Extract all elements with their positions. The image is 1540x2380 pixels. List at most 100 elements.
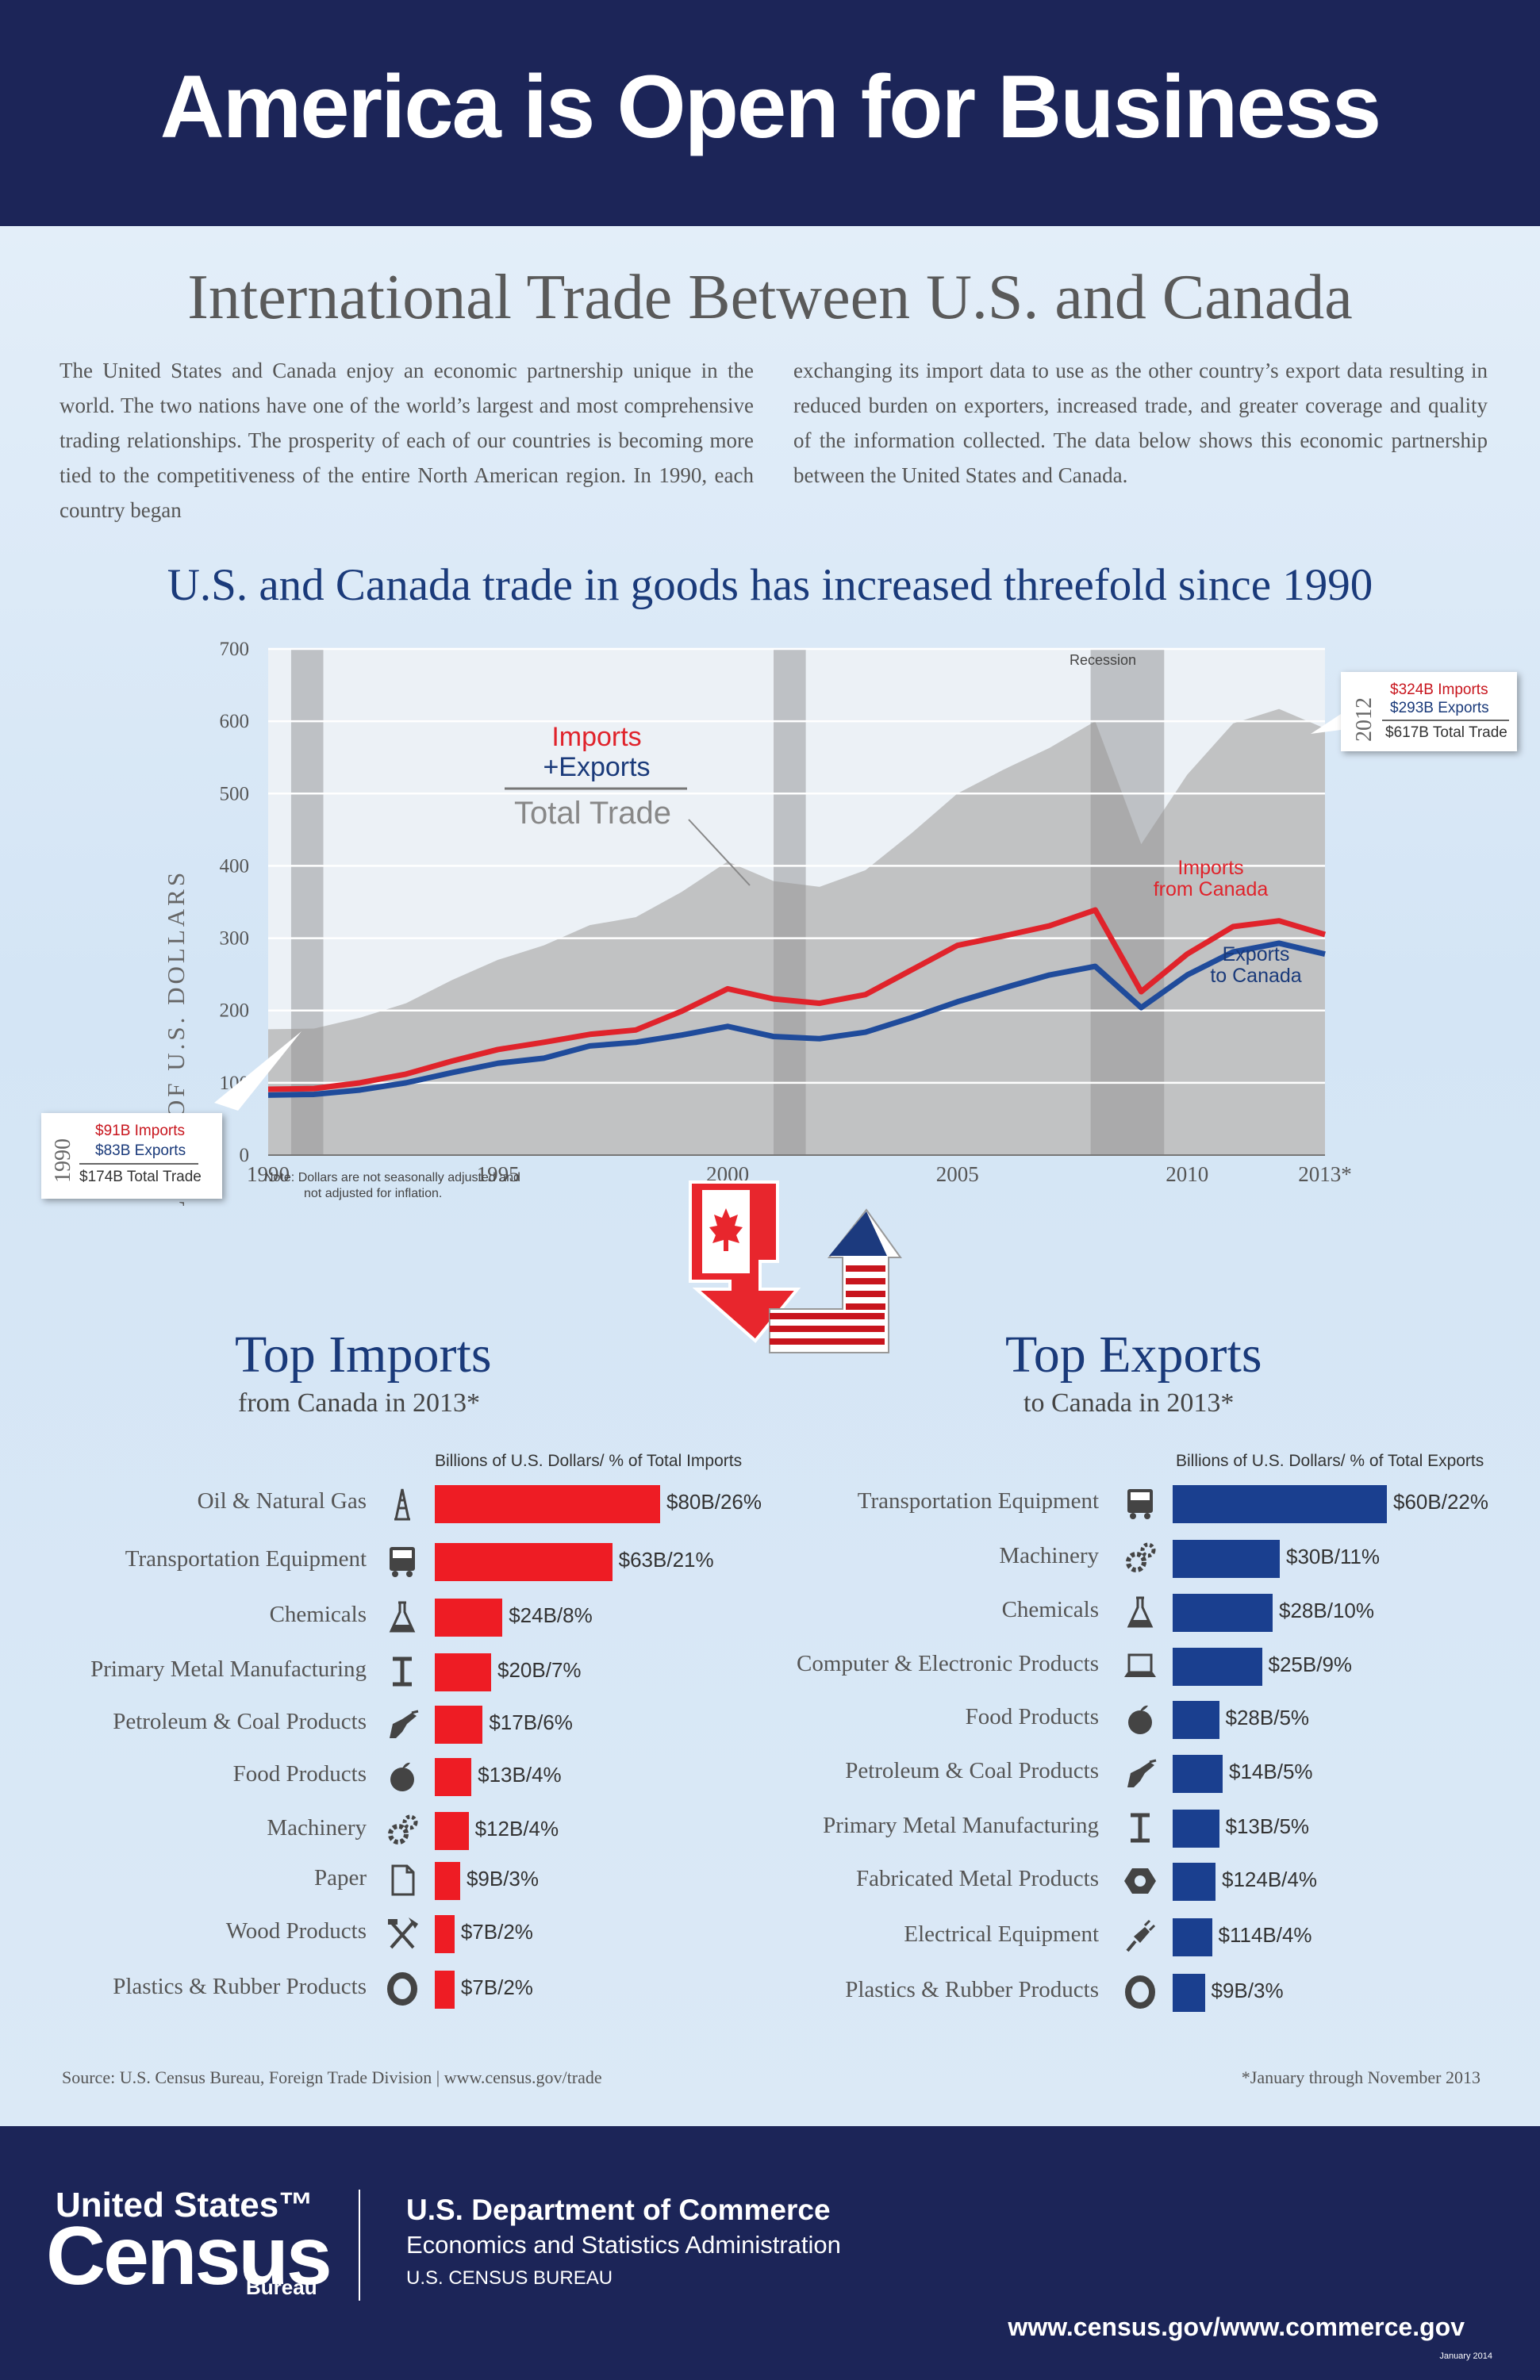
maple-leaf-icon bbox=[709, 1208, 743, 1251]
flags-exchange-graphic bbox=[689, 1180, 902, 1353]
imports-line bbox=[267, 907, 1327, 1092]
flask-icon bbox=[1120, 1592, 1160, 1633]
export-category-label: Primary Metal Manufacturing bbox=[823, 1813, 1099, 1838]
hex-nut-icon bbox=[1120, 1861, 1160, 1902]
x-tick-1990: 1990 bbox=[247, 1162, 290, 1186]
recession-label: Recession bbox=[1070, 652, 1136, 668]
apple-icon bbox=[382, 1756, 422, 1798]
callout-2012-rule bbox=[1382, 720, 1509, 721]
document-icon bbox=[382, 1860, 422, 1902]
exports-line bbox=[267, 940, 1326, 1098]
imports-line-label-2: from Canada bbox=[1154, 878, 1269, 900]
i-beam-icon bbox=[1120, 1808, 1160, 1849]
import-category-label: Oil & Natural Gas bbox=[197, 1488, 367, 1514]
truck-icon bbox=[1120, 1484, 1160, 1525]
export-category-label: Chemicals bbox=[1001, 1597, 1099, 1622]
import-category-label: Plastics & Rubber Products bbox=[113, 1974, 367, 1999]
intro-right: exchanging its import data to use as the… bbox=[793, 359, 1488, 487]
y-tick-700: 700 bbox=[220, 639, 250, 660]
publish-date: January 2014 bbox=[1439, 2351, 1492, 2361]
top-exports-subtitle: to Canada in 2013* bbox=[1023, 1388, 1235, 1418]
x-tick-2013*: 2013* bbox=[1298, 1162, 1352, 1186]
footer-urls[interactable]: www.census.gov/www.commerce.gov bbox=[1008, 2313, 1465, 2341]
trade-chart: BILLIONS OF U.S. DOLLARS 010020030040050… bbox=[162, 639, 1352, 1206]
export-category-label: Food Products bbox=[965, 1704, 1099, 1729]
x-tick-2010: 2010 bbox=[1166, 1162, 1208, 1186]
export-category-label: Plastics & Rubber Products bbox=[845, 1977, 1099, 2002]
intro-left: The United States and Canada enjoy an ec… bbox=[60, 359, 754, 522]
export-category-label: Machinery bbox=[999, 1543, 1099, 1568]
export-row: Fabricated Metal Products bbox=[0, 1861, 1099, 1902]
export-row: Food Products bbox=[0, 1699, 1099, 1741]
import-row: Primary Metal Manufacturing bbox=[0, 1652, 367, 1693]
import-row: Oil & Natural Gas bbox=[0, 1484, 367, 1525]
import-row: Plastics & Rubber Products bbox=[0, 1969, 367, 2010]
gears-icon bbox=[382, 1810, 422, 1852]
plug-icon bbox=[1120, 1917, 1160, 1958]
oil-derrick-icon bbox=[382, 1484, 422, 1525]
x-tick-2005: 2005 bbox=[936, 1162, 979, 1186]
export-category-label: Transportation Equipment bbox=[857, 1488, 1099, 1514]
legend-imports: Imports bbox=[551, 722, 641, 752]
census-logo-line3: Bureau bbox=[246, 2275, 317, 2299]
chart-title: U.S. and Canada trade in goods has incre… bbox=[167, 560, 1373, 610]
legend-pointer bbox=[688, 819, 751, 886]
ring-icon bbox=[1120, 1972, 1160, 2013]
laptop-icon bbox=[1120, 1646, 1160, 1687]
import-row: Food Products bbox=[0, 1756, 367, 1798]
truck-icon bbox=[382, 1541, 422, 1583]
chart-note-line-1: Note: Dollars are not seasonally adjuste… bbox=[264, 1171, 520, 1184]
import-row: Wood Products bbox=[0, 1914, 367, 1955]
export-row: Transportation Equipment bbox=[0, 1484, 1099, 1525]
import-row: Petroleum & Coal Products bbox=[0, 1704, 367, 1745]
recession-shade-1 bbox=[774, 649, 806, 1155]
callout-2012: 2012 $324B Imports $293B Exports $617B T… bbox=[1341, 672, 1517, 751]
import-category-label: Paper bbox=[313, 1865, 367, 1891]
import-category-label: Transportation Equipment bbox=[125, 1546, 367, 1572]
y-tick-0: 0 bbox=[240, 1145, 250, 1166]
export-row: Primary Metal Manufacturing bbox=[0, 1808, 1099, 1849]
i-beam-icon bbox=[382, 1652, 422, 1693]
callout-1990-year: 1990 bbox=[51, 1138, 75, 1183]
callout-1990: 1990 $91B Imports $83B Exports $174B Tot… bbox=[41, 1113, 222, 1199]
footer-divider bbox=[359, 2190, 360, 2301]
map-background bbox=[0, 226, 1540, 2126]
top-imports-title: Top Imports bbox=[235, 1326, 492, 1384]
axe-hammer-icon bbox=[382, 1914, 422, 1955]
fuel-nozzle-icon bbox=[382, 1704, 422, 1745]
census-logo-line2: Census bbox=[46, 2210, 332, 2302]
ring-icon bbox=[382, 1969, 422, 2010]
recession-shade-0 bbox=[290, 649, 324, 1155]
export-category-label: Electrical Equipment bbox=[904, 1921, 1099, 1947]
flask-icon bbox=[382, 1597, 422, 1638]
fuel-nozzle-icon bbox=[1120, 1753, 1160, 1795]
page-title: America is Open for Business bbox=[159, 57, 1381, 156]
gears-icon bbox=[1120, 1538, 1160, 1580]
y-tick-200: 200 bbox=[220, 1000, 250, 1022]
export-category-label: Computer & Electronic Products bbox=[797, 1651, 1099, 1676]
imports-line-label-1: Imports bbox=[1177, 857, 1243, 879]
legend-exports: +Exports bbox=[543, 752, 650, 782]
export-category-label: Fabricated Metal Products bbox=[855, 1866, 1099, 1891]
y-tick-300: 300 bbox=[220, 928, 250, 950]
admin-name: Economics and Statistics Administration bbox=[406, 2231, 841, 2259]
callout-2012-pointer bbox=[1311, 714, 1341, 734]
census-logo-line1: United States™ bbox=[56, 2186, 314, 2225]
export-row: Electrical Equipment bbox=[0, 1917, 1099, 1958]
footer-banner: United States™ Census Bureau U.S. Depart… bbox=[0, 2126, 1540, 2380]
import-row: Machinery bbox=[0, 1810, 367, 1852]
export-row: Computer & Electronic Products bbox=[0, 1646, 1099, 1687]
export-row: Petroleum & Coal Products bbox=[0, 1753, 1099, 1795]
top-exports-title: Top Exports bbox=[1005, 1326, 1262, 1384]
source-note: Source: U.S. Census Bureau, Foreign Trad… bbox=[62, 2067, 602, 2087]
callout-2012-exports: $293B Exports bbox=[1390, 700, 1489, 716]
apple-icon bbox=[1120, 1699, 1160, 1741]
exports-line-label-2: to Canada bbox=[1210, 965, 1301, 987]
top-imports-subtitle: from Canada in 2013* bbox=[238, 1388, 480, 1418]
callout-1990-rule bbox=[79, 1163, 198, 1165]
import-category-label: Machinery bbox=[267, 1815, 367, 1841]
imports-bar-caption: Billions of U.S. Dollars/ % of Total Imp… bbox=[435, 1452, 743, 1470]
exports-line-label-1: Exports bbox=[1223, 943, 1290, 965]
bureau-name: U.S. CENSUS BUREAU bbox=[406, 2267, 613, 2289]
y-tick-400: 400 bbox=[220, 855, 250, 877]
